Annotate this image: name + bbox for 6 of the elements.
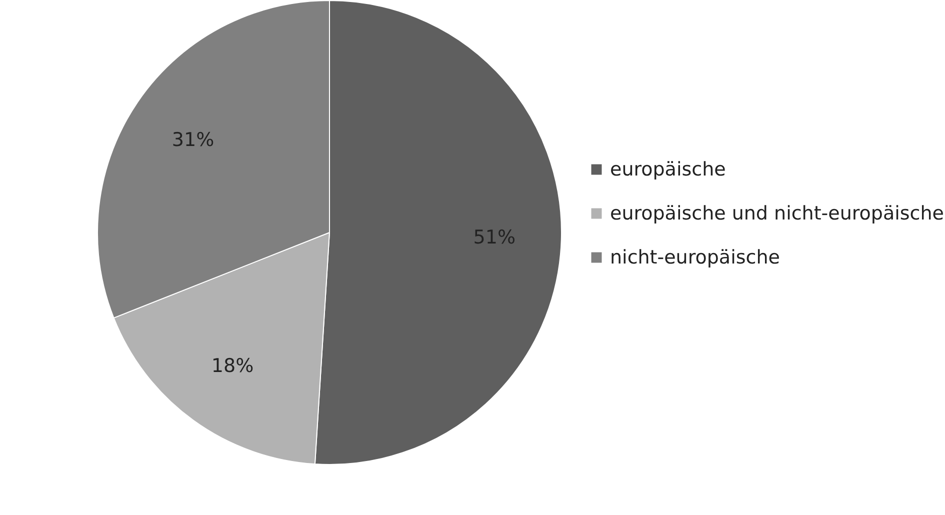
legend-label: nicht-europäische — [610, 246, 780, 268]
data-label: 31% — [172, 128, 214, 151]
legend-label: europäische — [610, 158, 726, 180]
data-label: 51% — [473, 226, 516, 249]
legend-label: europäische und nicht-europäische — [610, 202, 944, 224]
data-label: 18% — [211, 354, 254, 377]
